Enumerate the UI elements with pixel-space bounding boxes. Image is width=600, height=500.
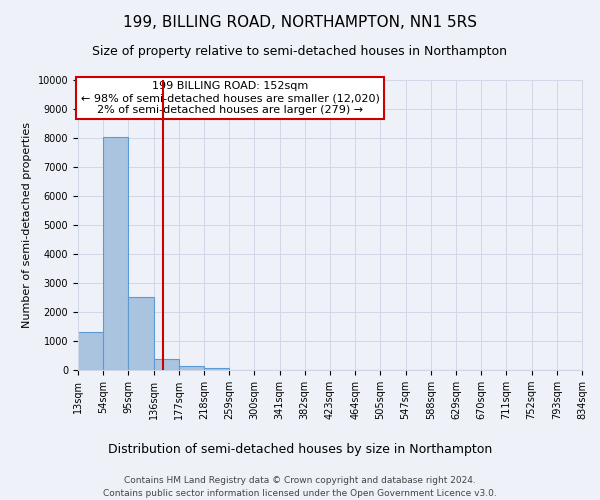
Text: Contains public sector information licensed under the Open Government Licence v3: Contains public sector information licen… <box>103 489 497 498</box>
Text: Distribution of semi-detached houses by size in Northampton: Distribution of semi-detached houses by … <box>108 442 492 456</box>
Bar <box>204 368 229 370</box>
Text: Size of property relative to semi-detached houses in Northampton: Size of property relative to semi-detach… <box>92 45 508 58</box>
Bar <box>154 360 179 370</box>
Bar <box>78 332 103 370</box>
Text: 199, BILLING ROAD, NORTHAMPTON, NN1 5RS: 199, BILLING ROAD, NORTHAMPTON, NN1 5RS <box>123 15 477 30</box>
Bar <box>128 297 154 370</box>
Y-axis label: Number of semi-detached properties: Number of semi-detached properties <box>22 122 32 328</box>
Bar <box>179 366 204 370</box>
Bar <box>103 136 128 370</box>
Text: Contains HM Land Registry data © Crown copyright and database right 2024.: Contains HM Land Registry data © Crown c… <box>124 476 476 485</box>
Text: 199 BILLING ROAD: 152sqm
← 98% of semi-detached houses are smaller (12,020)
2% o: 199 BILLING ROAD: 152sqm ← 98% of semi-d… <box>80 82 379 114</box>
